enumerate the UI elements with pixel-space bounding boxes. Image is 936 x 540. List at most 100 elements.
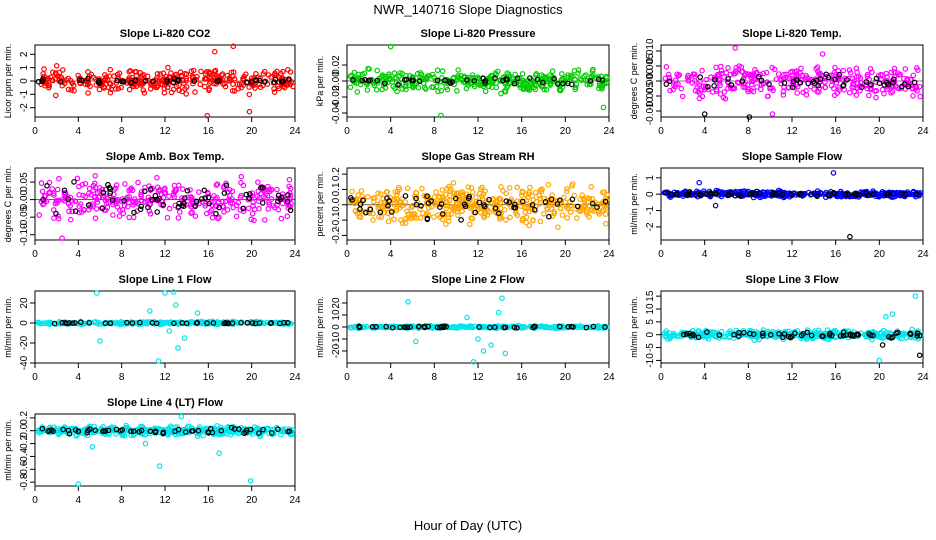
panel: Slope Gas Stream RH0 4 8 12 16 20 24-0.2-0.10.… xyxy=(315,151,615,260)
data-point xyxy=(130,428,137,435)
data-point xyxy=(548,196,555,203)
data-point xyxy=(786,75,793,82)
panel-title: Slope Amb. Box Temp. xyxy=(106,151,225,163)
data-point xyxy=(798,332,805,339)
data-points xyxy=(662,45,924,120)
y-tick-label: 0.2 xyxy=(331,167,342,181)
data-point xyxy=(120,78,126,85)
data-point xyxy=(385,218,392,225)
data-point xyxy=(354,89,361,95)
data-point xyxy=(100,84,107,90)
data-point xyxy=(122,181,128,187)
data-point xyxy=(133,69,140,75)
data-point xyxy=(184,188,191,194)
x-tick-label: 16 xyxy=(203,126,215,137)
data-point xyxy=(723,333,729,340)
data-point xyxy=(850,333,857,339)
data-point xyxy=(695,334,702,341)
data-point xyxy=(764,93,771,100)
data-point xyxy=(482,188,488,195)
data-point xyxy=(89,443,96,450)
data-point xyxy=(178,413,185,420)
data-point xyxy=(578,77,585,84)
data-point xyxy=(214,194,220,201)
y-tick-label: -1 xyxy=(19,89,30,98)
data-point xyxy=(51,320,58,327)
data-point xyxy=(49,69,56,76)
data-point xyxy=(728,82,735,88)
data-point xyxy=(174,83,180,90)
data-point xyxy=(832,64,838,71)
data-point xyxy=(502,217,509,223)
x-tick-label: 24 xyxy=(289,126,301,137)
data-point xyxy=(182,86,188,92)
data-point xyxy=(47,74,54,81)
data-point xyxy=(663,190,669,196)
data-point xyxy=(495,309,502,316)
data-point xyxy=(65,196,72,202)
data-point xyxy=(847,233,853,240)
data-point xyxy=(40,196,46,203)
data-point xyxy=(268,430,275,436)
data-point xyxy=(160,70,167,77)
data-point xyxy=(102,197,109,203)
data-point xyxy=(506,199,513,206)
y-tick-label: 1 xyxy=(19,64,30,70)
data-point xyxy=(859,189,866,196)
data-point xyxy=(583,72,589,78)
data-point xyxy=(704,329,710,335)
data-point xyxy=(514,198,521,204)
data-point xyxy=(596,85,602,92)
x-tick-label: 8 xyxy=(119,372,125,383)
data-point xyxy=(890,79,896,86)
data-point xyxy=(86,320,93,326)
panel: Slope Li-820 Temp. 0 4 8 12 16 20 24 -0.010-0.00… xyxy=(629,28,929,137)
data-point xyxy=(736,63,742,69)
x-tick-label: 16 xyxy=(516,126,528,137)
data-point xyxy=(580,203,587,209)
y-tick-label: 0 xyxy=(645,331,656,337)
data-point xyxy=(367,206,374,213)
data-point xyxy=(110,212,116,218)
x-tick-label: 16 xyxy=(830,372,842,383)
data-point xyxy=(776,330,782,337)
data-point xyxy=(879,342,886,348)
data-point xyxy=(54,186,61,193)
data-point xyxy=(711,77,718,83)
data-point xyxy=(581,204,588,211)
data-point xyxy=(160,429,167,436)
data-point xyxy=(572,86,579,93)
y-tick-label: -1 xyxy=(645,206,656,215)
x-tick-label: 0 xyxy=(344,372,350,383)
data-point xyxy=(899,191,905,197)
y-tick-label: 10 xyxy=(331,309,342,321)
data-point xyxy=(599,77,606,84)
data-point xyxy=(188,428,195,434)
x-tick-label: 24 xyxy=(917,126,929,137)
y-axis-label: ml/min per min. xyxy=(315,296,325,358)
data-point xyxy=(39,188,46,195)
y-tick-label: 0 xyxy=(19,78,30,84)
data-point xyxy=(837,333,844,339)
data-point xyxy=(523,219,530,226)
data-point xyxy=(253,71,259,77)
data-point xyxy=(523,214,530,221)
data-point xyxy=(244,319,251,326)
panel-title: Slope Line 3 Flow xyxy=(746,274,839,286)
figure-title: NWR_140716 Slope Diagnostics xyxy=(373,2,563,17)
data-point xyxy=(514,75,521,82)
data-point xyxy=(72,320,78,326)
data-point xyxy=(268,74,274,80)
data-point xyxy=(727,328,733,334)
data-point xyxy=(209,214,216,221)
data-point xyxy=(233,319,239,326)
data-point xyxy=(696,82,702,88)
data-point xyxy=(161,90,168,96)
data-point xyxy=(278,78,285,85)
data-point xyxy=(527,75,533,81)
x-tick-label: 24 xyxy=(917,372,929,383)
data-point xyxy=(230,43,237,50)
data-point xyxy=(164,84,171,90)
data-point xyxy=(911,79,918,86)
data-point xyxy=(717,63,724,70)
